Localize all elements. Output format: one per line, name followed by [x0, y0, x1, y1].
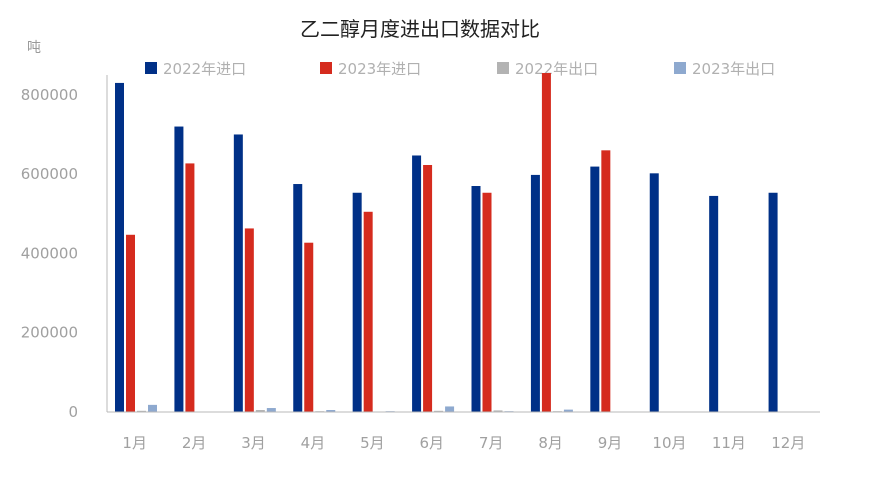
y-tick-label: 0: [68, 403, 78, 421]
bar-2022年进口-11月: [709, 195, 719, 412]
x-tick-label: 9月: [598, 434, 623, 452]
bar-2022年进口-7月: [471, 186, 481, 412]
bar-2023年出口-3月: [266, 408, 276, 412]
x-tick-label: 11月: [712, 434, 746, 452]
bar-2023年进口-8月: [541, 73, 551, 413]
legend-swatch: [145, 62, 157, 74]
legend-label: 2022年进口: [163, 60, 246, 78]
bar-2023年进口-6月: [423, 164, 433, 412]
bar-2022年出口-6月: [434, 410, 444, 412]
y-tick-label: 800000: [21, 86, 78, 104]
bar-2023年进口-2月: [185, 163, 195, 412]
bar-2022年进口-12月: [768, 192, 778, 412]
bar-2022年进口-2月: [174, 126, 184, 413]
bar-2022年出口-1月: [137, 410, 146, 412]
bar-2022年进口-6月: [412, 155, 422, 413]
bar-2023年进口-4月: [304, 242, 314, 412]
y-tick-label: 600000: [21, 165, 78, 183]
x-tick-label: 8月: [538, 434, 563, 452]
bar-2023年进口-3月: [244, 228, 254, 412]
bar-2022年进口-1月: [115, 82, 124, 412]
legend-label: 2023年进口: [338, 60, 421, 78]
x-tick-label: 10月: [652, 434, 686, 452]
bar-2023年进口-5月: [363, 211, 373, 412]
bar-2022年出口-3月: [255, 410, 265, 412]
bar-2022年进口-3月: [233, 134, 243, 412]
bar-2023年出口-8月: [563, 409, 573, 412]
legend-label: 2023年出口: [692, 60, 775, 78]
chart-title: 乙二醇月度进出口数据对比: [300, 17, 540, 41]
bar-2022年进口-4月: [293, 184, 303, 412]
bar-2022年进口-5月: [352, 192, 362, 412]
legend-swatch: [674, 62, 686, 74]
x-tick-label: 4月: [301, 434, 326, 452]
bar-2023年进口-1月: [126, 234, 135, 412]
bar-2023年出口-6月: [445, 406, 455, 412]
x-tick-label: 3月: [241, 434, 266, 452]
x-tick-label: 7月: [479, 434, 504, 452]
legend-swatch: [320, 62, 332, 74]
legend-label: 2022年出口: [515, 60, 598, 78]
legend-swatch: [497, 62, 509, 74]
bar-2022年出口-7月: [493, 410, 503, 412]
x-tick-label: 1月: [122, 434, 147, 452]
y-axis-ticks: 0 200000 400000 600000 800000: [21, 86, 78, 421]
bar-2023年出口-4月: [326, 410, 336, 412]
bar-2023年出口-1月: [148, 404, 157, 412]
y-tick-label: 400000: [21, 244, 78, 262]
legend: 2022年进口 2023年进口 2022年出口 2023年出口: [145, 60, 775, 78]
bar-2023年进口-9月: [601, 150, 611, 412]
y-tick-label: 200000: [21, 324, 78, 342]
bar-2022年进口-9月: [590, 166, 600, 412]
x-tick-label: 5月: [360, 434, 385, 452]
y-axis-unit: 吨: [27, 40, 41, 56]
x-tick-label: 12月: [771, 434, 805, 452]
x-tick-label: 6月: [420, 434, 445, 452]
bar-2023年进口-7月: [482, 192, 492, 412]
bars: [115, 73, 800, 413]
x-tick-label: 2月: [182, 434, 207, 452]
x-axis-ticks: 1月 2月 3月 4月 5月 6月 7月 8月 9月 10月 11月 12月: [122, 434, 805, 452]
bar-2022年进口-10月: [649, 173, 659, 412]
bar-2022年进口-8月: [530, 174, 540, 412]
